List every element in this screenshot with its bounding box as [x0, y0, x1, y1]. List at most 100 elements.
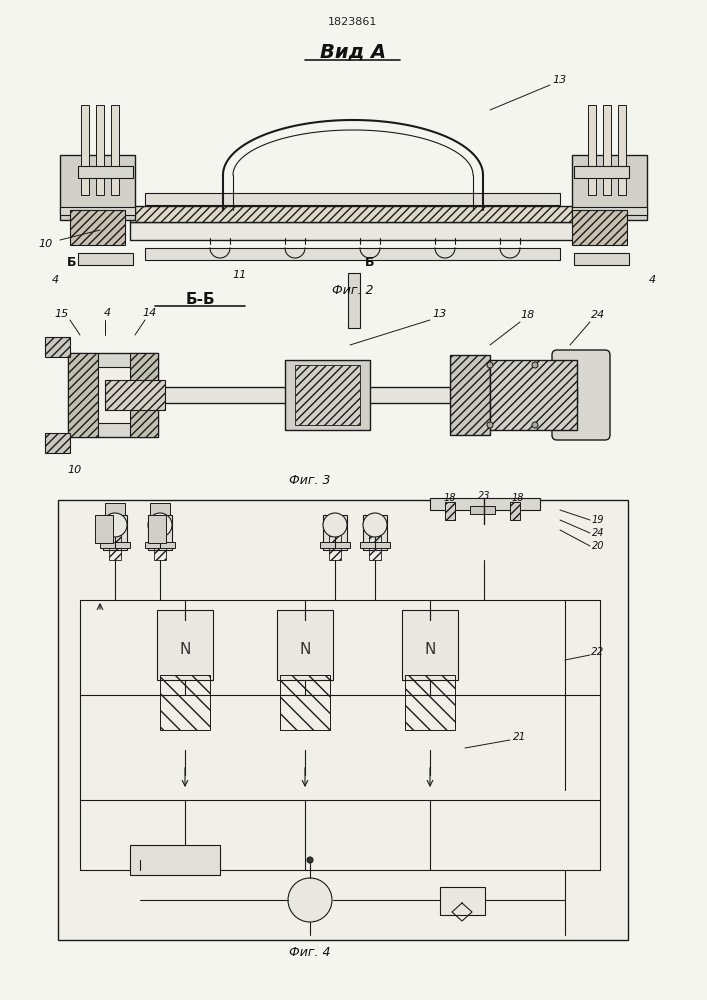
- Text: 15: 15: [55, 309, 69, 319]
- Circle shape: [487, 362, 493, 368]
- Bar: [405, 675, 455, 730]
- Bar: [81, 105, 89, 195]
- Bar: [60, 155, 135, 220]
- Bar: [45, 433, 70, 453]
- Text: 18: 18: [512, 493, 525, 503]
- Text: 1823861: 1823861: [328, 17, 378, 27]
- Text: 18: 18: [521, 310, 535, 320]
- Bar: [58, 500, 628, 940]
- Text: 24: 24: [592, 528, 604, 538]
- Bar: [145, 193, 560, 205]
- Bar: [320, 542, 350, 548]
- Bar: [100, 542, 130, 548]
- Bar: [154, 535, 166, 560]
- Text: 10: 10: [68, 465, 82, 475]
- Bar: [440, 887, 485, 915]
- Text: 4: 4: [52, 275, 59, 285]
- Bar: [78, 166, 133, 178]
- Bar: [95, 515, 113, 543]
- Bar: [450, 355, 490, 435]
- Text: Б-Б: Б-Б: [185, 292, 215, 308]
- Circle shape: [532, 422, 538, 428]
- Text: 23: 23: [478, 491, 490, 501]
- Text: 4: 4: [648, 275, 655, 285]
- Bar: [130, 387, 577, 403]
- Bar: [109, 535, 121, 560]
- Text: Б: Б: [67, 256, 77, 269]
- Text: 4: 4: [103, 308, 110, 318]
- Circle shape: [363, 513, 387, 537]
- Bar: [150, 503, 170, 515]
- Text: 14: 14: [143, 308, 157, 318]
- Circle shape: [148, 513, 172, 537]
- Bar: [68, 353, 98, 437]
- Bar: [574, 166, 629, 178]
- Bar: [490, 360, 577, 430]
- Bar: [402, 610, 458, 680]
- Text: N: N: [299, 643, 310, 658]
- Text: 13: 13: [433, 309, 447, 319]
- Bar: [103, 515, 127, 550]
- Text: 21: 21: [513, 732, 527, 742]
- Text: 24: 24: [591, 310, 605, 320]
- Text: 20: 20: [592, 541, 604, 551]
- Bar: [130, 206, 577, 222]
- Text: 13: 13: [553, 75, 567, 85]
- Bar: [111, 105, 119, 195]
- Bar: [130, 222, 577, 240]
- Bar: [490, 360, 577, 430]
- Bar: [572, 155, 647, 220]
- Bar: [105, 380, 165, 410]
- FancyBboxPatch shape: [552, 350, 610, 440]
- Circle shape: [487, 422, 493, 428]
- Text: N: N: [180, 643, 191, 658]
- Bar: [588, 105, 596, 195]
- Bar: [70, 210, 125, 245]
- Text: Фиг. 4: Фиг. 4: [289, 946, 331, 958]
- Bar: [45, 337, 70, 357]
- Bar: [160, 675, 210, 730]
- Bar: [277, 610, 333, 680]
- Bar: [470, 506, 495, 514]
- Bar: [323, 515, 347, 550]
- Bar: [430, 498, 540, 510]
- Text: Б: Б: [366, 256, 375, 269]
- Bar: [68, 353, 158, 437]
- Bar: [130, 353, 158, 437]
- Bar: [96, 105, 104, 195]
- Bar: [363, 515, 387, 550]
- Circle shape: [103, 513, 127, 537]
- Bar: [572, 207, 647, 215]
- Bar: [329, 535, 341, 560]
- Bar: [145, 248, 560, 260]
- Text: Фиг. 3: Фиг. 3: [289, 474, 331, 487]
- Bar: [130, 845, 220, 875]
- Text: Вид А: Вид А: [320, 42, 386, 62]
- Circle shape: [288, 878, 332, 922]
- Text: Фиг. 2: Фиг. 2: [332, 284, 374, 296]
- Bar: [618, 105, 626, 195]
- Bar: [348, 273, 360, 328]
- Bar: [445, 502, 455, 520]
- Bar: [280, 675, 330, 730]
- Bar: [285, 360, 370, 430]
- Bar: [369, 535, 381, 560]
- Bar: [295, 365, 360, 425]
- Bar: [157, 610, 213, 680]
- Circle shape: [532, 362, 538, 368]
- Bar: [98, 367, 130, 423]
- Text: N: N: [424, 643, 436, 658]
- Bar: [574, 253, 629, 265]
- Text: 18: 18: [444, 493, 456, 503]
- Text: 11: 11: [233, 270, 247, 280]
- Bar: [360, 542, 390, 548]
- Bar: [145, 542, 175, 548]
- Text: 10: 10: [39, 239, 53, 249]
- Bar: [60, 207, 135, 215]
- Bar: [105, 503, 125, 515]
- Bar: [148, 515, 166, 543]
- Circle shape: [307, 857, 313, 863]
- Bar: [572, 210, 627, 245]
- Circle shape: [323, 513, 347, 537]
- Bar: [148, 515, 172, 550]
